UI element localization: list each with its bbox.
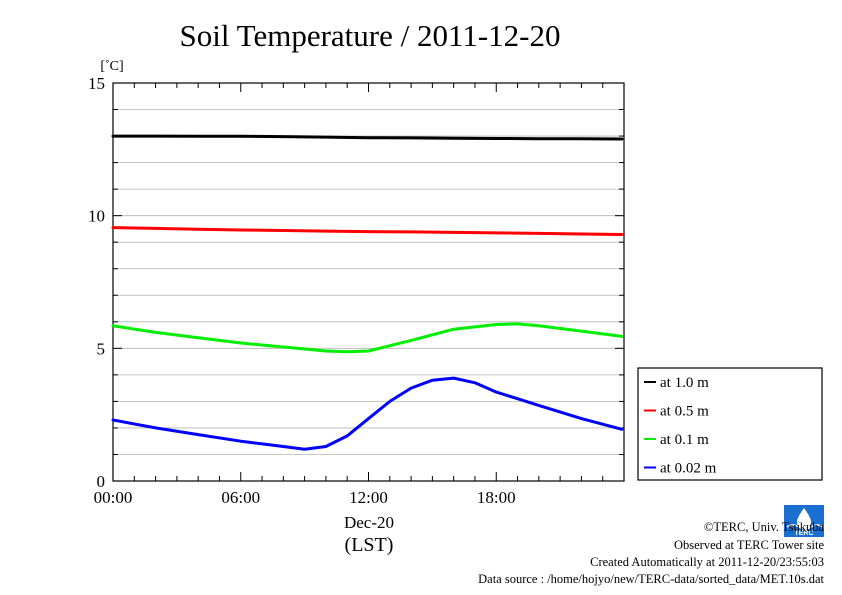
y-tick-label: 15 [88,74,105,93]
gridlines [113,109,624,455]
y-tick-label: 10 [88,207,105,226]
x-tick-label: 06:00 [221,488,260,507]
series-line-3 [111,376,624,451]
y-tick-label: 5 [97,339,106,358]
observed-text: Observed at TERC Tower site [674,538,824,552]
legend-label: at 0.1 m [660,432,709,448]
legend-label: at 1.0 m [660,375,709,391]
series-line-0 [111,134,624,141]
legend-label: at 0.5 m [660,404,709,420]
series-lines [111,134,624,451]
plot-frame [112,82,625,482]
y-axis: 0 5 10 15 [88,74,624,491]
logo-text: TERC [794,530,813,537]
series-line-1 [111,226,624,236]
legend: at 1.0 m at 0.5 m at 0.1 m at 0.02 m [637,367,823,481]
x-tick-label: 00:00 [94,488,133,507]
created-text: Created Automatically at 2011-12-20/23:5… [590,555,824,569]
x-axis-label: (LST) [345,534,394,556]
data-source-text: Data source : /home/hojyo/new/TERC-data/… [478,572,824,586]
chart-title: Soil Temperature / 2011-12-20 [180,18,561,53]
copyright-text: ©TERC, Univ. Tsukuba [704,520,825,534]
wave-icon [786,524,824,530]
series-line-2 [111,322,624,354]
droplet-icon [797,508,811,529]
y-axis-unit: [˚C] [100,59,123,74]
legend-box [637,367,823,481]
y-tick-label: 0 [97,472,106,491]
x-date-label: Dec-20 [344,513,394,532]
terc-logo: TERC [784,505,824,537]
legend-label: at 0.02 m [660,461,717,477]
x-axis: 00:00 06:00 12:00 18:00 [94,83,625,507]
x-tick-label: 12:00 [349,488,388,507]
x-tick-label: 18:00 [477,488,516,507]
